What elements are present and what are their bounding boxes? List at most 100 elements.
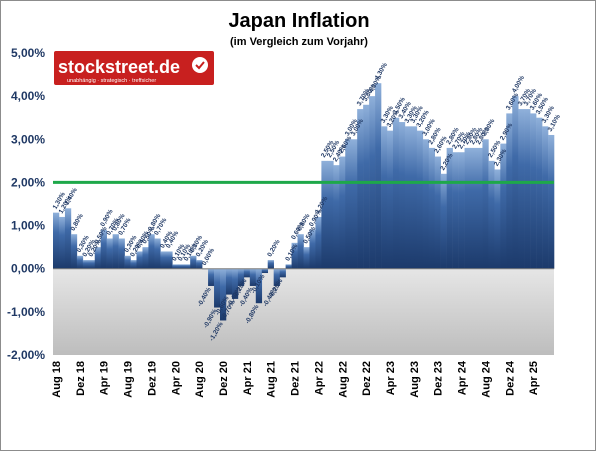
y-tick-label: 4,00% bbox=[11, 89, 45, 103]
stockstreet-logo: stockstreet.de unabhängig · strategisch … bbox=[54, 51, 214, 85]
x-tick-label: Dez 18 bbox=[75, 361, 87, 396]
inflation-bar bbox=[190, 255, 197, 269]
inflation-bar bbox=[94, 247, 102, 269]
logo-tagline: unabhängig · strategisch · treffsicher bbox=[67, 78, 156, 84]
x-tick-label: Apr 19 bbox=[99, 361, 111, 395]
inflation-bar bbox=[53, 212, 60, 269]
inflation-bar bbox=[303, 247, 310, 269]
x-tick-label: Aug 24 bbox=[480, 360, 492, 398]
x-tick-label: Aug 18 bbox=[51, 361, 63, 398]
inflation-bar bbox=[458, 152, 465, 269]
negative-zone bbox=[53, 268, 554, 355]
inflation-bar bbox=[357, 109, 364, 269]
check-icon bbox=[192, 57, 208, 73]
x-tick-label: Apr 25 bbox=[528, 361, 540, 395]
inflation-bar bbox=[428, 147, 436, 269]
inflation-bar bbox=[136, 251, 143, 269]
y-axis: 5,00% 4,00% 3,00% 2,00% 1,00% 0,00% -1,00% -2,0… bbox=[7, 46, 45, 362]
inflation-bar bbox=[315, 216, 322, 269]
inflation-bar bbox=[178, 264, 185, 269]
inflation-bar bbox=[345, 139, 352, 269]
x-tick-label: Aug 21 bbox=[266, 361, 278, 398]
inflation-bar bbox=[76, 255, 84, 269]
inflation-bar bbox=[518, 109, 525, 269]
inflation-bar bbox=[392, 117, 400, 269]
inflation-bar bbox=[82, 260, 90, 269]
x-tick-label: Apr 21 bbox=[242, 361, 254, 395]
inflation-bar bbox=[70, 234, 78, 269]
inflation-bar bbox=[494, 169, 501, 269]
inflation-bar bbox=[58, 216, 66, 269]
inflation-bar bbox=[363, 104, 370, 269]
inflation-bar bbox=[440, 173, 447, 269]
inflation-bar bbox=[214, 268, 221, 308]
y-tick-label: 3,00% bbox=[11, 132, 45, 146]
x-tick-label: Dez 19 bbox=[146, 361, 158, 396]
inflation-bar bbox=[249, 268, 257, 286]
inflation-bar bbox=[130, 260, 137, 269]
x-tick-label: Aug 23 bbox=[409, 361, 421, 398]
logo-background bbox=[54, 51, 214, 85]
inflation-bar bbox=[542, 126, 549, 269]
inflation-bar bbox=[452, 152, 459, 269]
y-tick-label: 0,00% bbox=[11, 262, 45, 276]
inflation-bar bbox=[530, 113, 537, 269]
inflation-bar bbox=[243, 268, 251, 278]
inflation-bar bbox=[100, 229, 107, 269]
inflation-bar bbox=[231, 268, 239, 299]
inflation-bar bbox=[208, 268, 215, 286]
logo-name: stockstreet.de bbox=[58, 57, 180, 77]
inflation-bar bbox=[404, 126, 412, 269]
x-tick-label: Apr 24 bbox=[457, 360, 469, 395]
inflation-bar bbox=[470, 147, 477, 269]
inflation-bar bbox=[416, 130, 424, 269]
inflation-bar bbox=[237, 268, 245, 286]
bar-series bbox=[53, 83, 555, 321]
y-tick-label: 1,00% bbox=[11, 219, 45, 233]
inflation-bar bbox=[154, 238, 161, 269]
inflation-bar bbox=[166, 251, 173, 269]
inflation-bar bbox=[476, 147, 483, 269]
inflation-bar bbox=[321, 160, 328, 269]
inflation-bar bbox=[381, 126, 388, 269]
inflation-bar bbox=[112, 234, 119, 269]
inflation-bar bbox=[548, 134, 555, 269]
inflation-bar bbox=[387, 130, 394, 269]
inflation-bar bbox=[267, 260, 274, 269]
x-tick-label: Dez 22 bbox=[361, 361, 373, 396]
inflation-bar bbox=[64, 208, 72, 269]
y-tick-label: 5,00% bbox=[11, 46, 45, 60]
inflation-bar bbox=[225, 268, 233, 295]
inflation-bar bbox=[88, 260, 96, 269]
inflation-bar bbox=[446, 147, 453, 269]
data-label: 0,80% bbox=[70, 213, 85, 233]
inflation-bar bbox=[172, 264, 179, 269]
inflation-bar bbox=[410, 126, 418, 269]
x-axis: Aug 18 Dez 18 Apr 19 Aug 19 Dez 19 Apr 20 Aug … bbox=[51, 360, 540, 398]
inflation-bar bbox=[124, 255, 131, 269]
x-tick-label: Aug 22 bbox=[337, 361, 349, 398]
inflation-bar bbox=[142, 247, 149, 269]
inflation-bar bbox=[333, 165, 340, 269]
inflation-bar bbox=[291, 242, 298, 269]
x-tick-label: Dez 20 bbox=[218, 361, 230, 396]
inflation-bar bbox=[327, 160, 334, 269]
inflation-bar bbox=[273, 268, 280, 286]
inflation-bar bbox=[184, 264, 191, 269]
inflation-bar bbox=[196, 260, 203, 269]
x-tick-label: Apr 22 bbox=[313, 361, 325, 395]
inflation-bar bbox=[220, 268, 227, 321]
y-tick-label: 2,00% bbox=[11, 175, 45, 189]
x-tick-label: Dez 24 bbox=[504, 360, 516, 396]
x-tick-label: Aug 20 bbox=[194, 361, 206, 398]
inflation-bar bbox=[506, 113, 513, 269]
data-label: 4,30% bbox=[374, 62, 389, 82]
inflation-bar bbox=[464, 147, 471, 269]
inflation-bar bbox=[524, 109, 531, 269]
inflation-bar bbox=[422, 139, 430, 269]
inflation-bar bbox=[160, 251, 167, 269]
inflation-bar bbox=[118, 238, 125, 269]
inflation-bar bbox=[398, 122, 406, 269]
